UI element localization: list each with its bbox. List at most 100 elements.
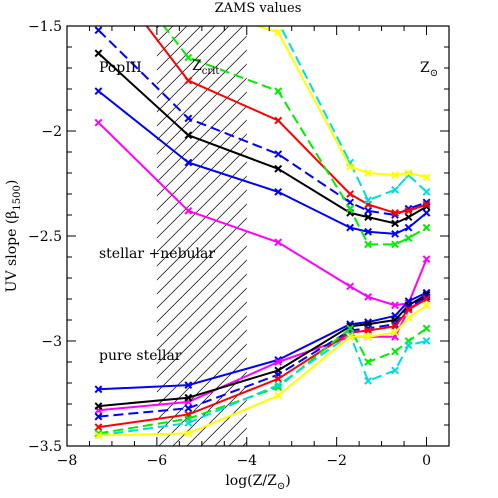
hatch-line — [172, 371, 247, 446]
chart-title: ZAMS values — [215, 1, 302, 16]
point-stroke — [94, 87, 103, 96]
point-stroke — [422, 337, 431, 345]
data-point — [404, 313, 413, 322]
point-stroke — [422, 173, 431, 182]
point-stroke — [94, 49, 103, 58]
hatch-line — [156, 26, 174, 43]
data-point — [422, 292, 431, 301]
point-stroke — [274, 116, 283, 125]
point-stroke — [185, 2, 191, 8]
data-point — [274, 150, 283, 159]
point-stroke — [422, 292, 431, 301]
point-stroke — [404, 213, 413, 222]
data-point — [404, 234, 413, 243]
data-point — [184, 114, 193, 123]
point-stroke — [404, 169, 413, 177]
point-stroke — [346, 332, 355, 341]
hatch-line — [156, 301, 247, 393]
data-point — [184, 429, 193, 438]
hatch-line — [156, 26, 160, 29]
data-point — [364, 206, 373, 215]
data-point — [274, 116, 283, 125]
point-stroke — [185, 2, 191, 8]
point-stroke — [364, 292, 373, 301]
point-stroke — [184, 429, 193, 438]
point-stroke — [391, 240, 399, 249]
point-stroke — [391, 322, 399, 331]
y-tick-label: −3 — [41, 334, 62, 350]
data-point — [422, 173, 431, 182]
hatch-line — [156, 343, 247, 435]
data-point — [404, 213, 413, 222]
point-stroke — [274, 381, 283, 390]
data-point — [274, 28, 283, 37]
hatch-line — [156, 147, 247, 239]
point-stroke — [94, 385, 103, 394]
data-point — [346, 282, 355, 291]
data-point — [274, 87, 283, 96]
hatch-line — [158, 357, 247, 446]
data-point — [391, 208, 399, 217]
data-point — [185, 2, 191, 8]
point-stroke — [94, 402, 103, 411]
data-point — [422, 255, 431, 264]
hatch-line — [156, 35, 247, 127]
data-point — [422, 223, 431, 232]
point-stroke — [364, 240, 373, 249]
point-stroke — [185, 2, 191, 8]
data-point — [391, 322, 399, 331]
point-stroke — [274, 187, 283, 196]
data-point — [422, 324, 431, 333]
annotation-stellar-nebular: stellar +nebular — [99, 246, 215, 262]
point-stroke — [364, 332, 373, 341]
data-point — [184, 53, 193, 62]
annotation-pure-stellar: pure stellar — [99, 348, 182, 364]
annotation-zcrit-sub: crit — [202, 66, 220, 77]
x-tick-label: 0 — [422, 453, 431, 469]
point-stroke — [184, 404, 193, 413]
hatch-line — [156, 329, 247, 421]
data-point — [391, 171, 399, 180]
point-stroke — [184, 131, 193, 140]
data-point — [184, 76, 193, 85]
point-stroke — [364, 213, 373, 222]
hatch-line — [156, 91, 247, 183]
data-point — [184, 158, 193, 167]
point-stroke — [391, 208, 399, 217]
annotation-popiii: PopIII — [99, 60, 142, 76]
point-stroke — [274, 87, 283, 96]
point-stroke — [391, 301, 399, 310]
series-line — [145, 26, 427, 214]
hatch-line — [156, 315, 247, 407]
series-4 — [94, 26, 431, 219]
point-stroke — [346, 162, 355, 171]
data-point — [94, 412, 103, 421]
data-point — [391, 240, 399, 249]
point-stroke — [184, 393, 193, 402]
data-point — [274, 187, 283, 196]
point-stroke — [391, 229, 399, 238]
point-stroke — [422, 200, 431, 209]
data-point — [391, 301, 399, 310]
point-stroke — [274, 238, 283, 247]
data-point — [422, 187, 431, 196]
point-stroke — [364, 196, 373, 205]
data-point — [404, 305, 413, 314]
point-stroke — [391, 328, 399, 337]
point-stroke — [94, 26, 103, 35]
data-point — [422, 337, 431, 345]
y-axis-label-sub: 1500 — [12, 185, 23, 210]
point-stroke — [346, 204, 355, 213]
point-stroke — [391, 347, 399, 356]
hatch-line — [156, 49, 247, 141]
data-point — [94, 385, 103, 394]
data-point — [274, 391, 283, 400]
x-axis-label-end: ) — [285, 473, 290, 489]
series-line — [98, 304, 428, 437]
point-stroke — [422, 208, 431, 217]
hatch-line — [156, 287, 247, 379]
data-point — [184, 131, 193, 140]
hatch-line — [285, 26, 498, 446]
data-point — [94, 431, 103, 440]
series-line — [254, 26, 427, 179]
